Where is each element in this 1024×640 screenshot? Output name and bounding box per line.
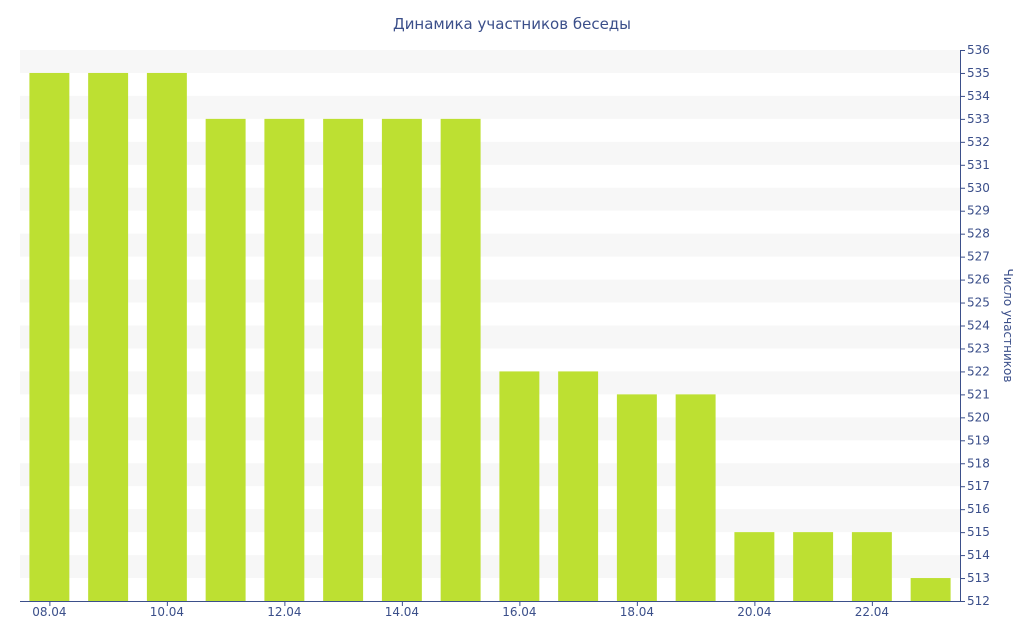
- y-tick-label: 517: [967, 479, 990, 493]
- y-tick-label: 522: [967, 364, 990, 378]
- bar-11.04[interactable]: [205, 118, 246, 601]
- y-tick-label: 528: [967, 227, 990, 241]
- x-tick-label: 12.04: [267, 605, 301, 619]
- bar-13.04[interactable]: [323, 118, 364, 601]
- y-tick-label: 524: [967, 319, 990, 333]
- y-tick-label: 516: [967, 502, 990, 516]
- grid-band: [20, 233, 960, 257]
- grid-band: [20, 279, 960, 303]
- bar-20.04[interactable]: [734, 532, 775, 601]
- y-tick-label: 529: [967, 204, 990, 218]
- bar-14.04[interactable]: [381, 118, 422, 601]
- y-tick-label: 512: [967, 594, 990, 608]
- x-tick-label: 18.04: [620, 605, 654, 619]
- x-tick-label: 22.04: [855, 605, 889, 619]
- bar-17.04[interactable]: [558, 371, 599, 601]
- y-tick-label: 520: [967, 410, 990, 424]
- y-tick-label: 525: [967, 296, 990, 310]
- bar-10.04[interactable]: [146, 72, 187, 602]
- y-tick-label: 526: [967, 273, 990, 287]
- grid-band: [20, 417, 960, 441]
- grid-band: [20, 187, 960, 211]
- y-tick-label: 521: [967, 387, 990, 401]
- y-axis-label: Число участников: [1001, 269, 1015, 383]
- grid-band: [20, 95, 960, 119]
- x-axis-ticks: 08.04 10.04 12.04 14.04 16.04 18.04 20.04 22.04: [32, 601, 889, 619]
- grid-band: [20, 463, 960, 487]
- bar-19.04[interactable]: [675, 394, 716, 601]
- grid-bands: [20, 50, 960, 579]
- bar-21.04[interactable]: [793, 532, 834, 601]
- bar-16.04[interactable]: [499, 371, 540, 601]
- bar-18.04[interactable]: [616, 394, 657, 601]
- x-tick-label: 16.04: [502, 605, 536, 619]
- y-tick-label: 530: [967, 181, 990, 195]
- y-tick-label: 535: [967, 66, 990, 80]
- x-tick-label: 14.04: [385, 605, 419, 619]
- x-tick-label: 10.04: [150, 605, 184, 619]
- bar-15.04[interactable]: [440, 118, 481, 601]
- bar-22.04[interactable]: [851, 532, 892, 601]
- grid-band: [20, 50, 960, 73]
- grid-band: [20, 509, 960, 533]
- y-tick-label: 514: [967, 548, 990, 562]
- y-tick-label: 532: [967, 135, 990, 149]
- bar-23.04[interactable]: [910, 578, 951, 601]
- bars: [29, 72, 951, 602]
- grid-band: [20, 371, 960, 395]
- y-tick-label: 536: [967, 43, 990, 57]
- bar-08.04[interactable]: [29, 72, 70, 602]
- grid-band: [20, 555, 960, 579]
- bar-09.04[interactable]: [88, 72, 129, 602]
- x-tick-label: 08.04: [32, 605, 66, 619]
- bar-12.04[interactable]: [264, 118, 305, 601]
- y-tick-label: 515: [967, 525, 990, 539]
- y-tick-label: 531: [967, 158, 990, 172]
- grid-band: [20, 141, 960, 165]
- y-tick-label: 513: [967, 571, 990, 585]
- y-tick-label: 534: [967, 89, 990, 103]
- chart-title: Динамика участников беседы: [393, 15, 631, 33]
- y-tick-label: 527: [967, 250, 990, 264]
- grid-band: [20, 325, 960, 349]
- y-tick-label: 519: [967, 433, 990, 447]
- y-axis-ticks: 512 513 514 515 516 517 518 519 520 521 522 523 524 5…: [960, 43, 990, 608]
- x-tick-label: 20.04: [737, 605, 771, 619]
- y-tick-label: 518: [967, 456, 990, 470]
- y-tick-label: 533: [967, 112, 990, 126]
- y-tick-label: 523: [967, 341, 990, 355]
